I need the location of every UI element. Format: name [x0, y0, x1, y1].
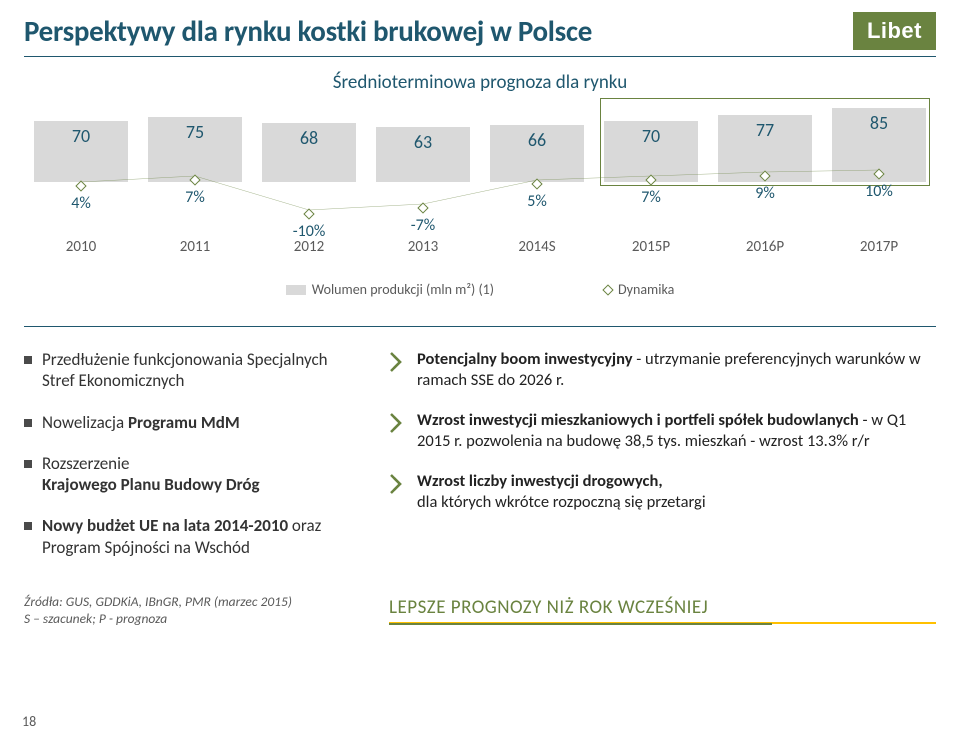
bar-value-label: 68 [262, 127, 355, 149]
left-bullet: Nowelizacja Programu MdM [24, 412, 359, 433]
highlight-text: LEPSZE PROGNOZY NIŻ ROK WCZEŚNIEJ [389, 596, 708, 619]
right-bullet-text: Wzrost liczby inwestycji drogowych,dla k… [417, 471, 706, 514]
bullet-text: Nowy budżet UE na lata 2014-2010 oraz Pr… [42, 515, 359, 558]
line-cell: 7% [594, 160, 708, 220]
line-marker [303, 208, 314, 219]
bullet-text: RozszerzenieKrajowego Planu Budowy Dróg [42, 453, 260, 496]
line-cell: 5% [480, 160, 594, 220]
bar-value-label: 75 [148, 121, 241, 143]
line-marker [645, 174, 656, 185]
chart-legend: Wolumen produkcji (mln m²) (1) Dynamika [24, 281, 936, 298]
slide-header: Perspektywy dla rynku kostki brukowej w … [24, 12, 936, 50]
brand-logo: Libet [853, 12, 936, 50]
bar-value-label: 66 [490, 129, 583, 151]
right-bullet: Potencjalny boom inwestycyjny - utrzyman… [389, 349, 936, 392]
line-value-label: -7% [366, 216, 480, 235]
line-marker [189, 174, 200, 185]
year-label: 2016P [708, 238, 822, 256]
line-value-label: 7% [594, 188, 708, 207]
legend-label-dynamics: Dynamika [618, 281, 674, 298]
bullet-square-icon [24, 460, 32, 468]
chart-subtitle: Średnioterminowa prognoza dla rynku [24, 71, 936, 94]
year-label: 2011 [138, 238, 252, 256]
bullet-text: Przedłużenie funkcjonowania Specjalnych … [42, 349, 359, 392]
line-value-label: 7% [138, 188, 252, 207]
source-line2: S – szacunek; P - prognoza [24, 610, 167, 627]
line-value-label: 9% [708, 184, 822, 203]
slide-title: Perspektywy dla rynku kostki brukowej w … [24, 13, 592, 49]
bar-value-label: 70 [34, 125, 127, 147]
line-cell: 10% [822, 160, 936, 220]
bar-value-label: 63 [376, 131, 469, 153]
line-cell: 9% [708, 160, 822, 220]
footer-row: Źródła: GUS, GDDKiA, IBnGR, PMR (marzec … [24, 593, 936, 628]
legend-label-volume: Wolumen produkcji (mln m²) (1) [312, 281, 494, 298]
chevron-icon [389, 473, 407, 514]
forecast-chart: 70756863667077854%7%-10%-7%5%7%9%10%2010… [24, 102, 936, 277]
highlight-conclusion: LEPSZE PROGNOZY NIŻ ROK WCZEŚNIEJ [389, 596, 936, 624]
section-divider [24, 326, 936, 327]
line-cell: -7% [366, 160, 480, 220]
legend-swatch-bar [286, 285, 306, 295]
line-marker [417, 202, 428, 213]
legend-item-volume: Wolumen produkcji (mln m²) (1) [286, 281, 494, 298]
line-value-label: 5% [480, 192, 594, 211]
year-label: 2014S [480, 238, 594, 256]
line-marker [75, 180, 86, 191]
bullet-square-icon [24, 356, 32, 364]
source-note: Źródła: GUS, GDDKiA, IBnGR, PMR (marzec … [24, 593, 359, 628]
line-cell: 4% [24, 160, 138, 220]
left-column: Przedłużenie funkcjonowania Specjalnych … [24, 349, 359, 578]
highlight-underline-green [389, 623, 772, 625]
bullet-square-icon [24, 522, 32, 530]
line-value-label: 10% [822, 182, 936, 201]
chevron-icon [389, 351, 407, 392]
source-line1: Źródła: GUS, GDDKiA, IBnGR, PMR (marzec … [24, 593, 292, 610]
right-bullet-text: Potencjalny boom inwestycyjny - utrzyman… [417, 349, 936, 392]
line-marker [873, 168, 884, 179]
line-marker [759, 170, 770, 181]
year-label: 2013 [366, 238, 480, 256]
line-series: 4%7%-10%-7%5%7%9%10% [24, 160, 936, 220]
bullet-text: Nowelizacja Programu MdM [42, 412, 240, 433]
year-label: 2010 [24, 238, 138, 256]
right-bullet: Wzrost liczby inwestycji drogowych,dla k… [389, 471, 936, 514]
bullet-square-icon [24, 419, 32, 427]
right-bullet: Wzrost inwestycji mieszkaniowych i portf… [389, 410, 936, 453]
left-bullet: Nowy budżet UE na lata 2014-2010 oraz Pr… [24, 515, 359, 558]
right-column: Potencjalny boom inwestycyjny - utrzyman… [389, 349, 936, 578]
right-bullet-text: Wzrost inwestycji mieszkaniowych i portf… [417, 410, 936, 453]
line-cell: -10% [252, 160, 366, 220]
line-cell: 7% [138, 160, 252, 220]
left-bullet: Przedłużenie funkcjonowania Specjalnych … [24, 349, 359, 392]
line-value-label: 4% [24, 194, 138, 213]
page-number: 18 [22, 713, 36, 730]
year-label: 2015P [594, 238, 708, 256]
left-bullet: RozszerzenieKrajowego Planu Budowy Dróg [24, 453, 359, 496]
content-columns: Przedłużenie funkcjonowania Specjalnych … [24, 349, 936, 578]
line-marker [531, 178, 542, 189]
year-label: 2012 [252, 238, 366, 256]
chevron-icon [389, 412, 407, 453]
year-label: 2017P [822, 238, 936, 256]
legend-swatch-line [602, 284, 613, 295]
x-axis-years: 20102011201220132014S2015P2016P2017P [24, 238, 936, 256]
legend-item-dynamics: Dynamika [604, 281, 674, 298]
title-divider [24, 56, 936, 57]
